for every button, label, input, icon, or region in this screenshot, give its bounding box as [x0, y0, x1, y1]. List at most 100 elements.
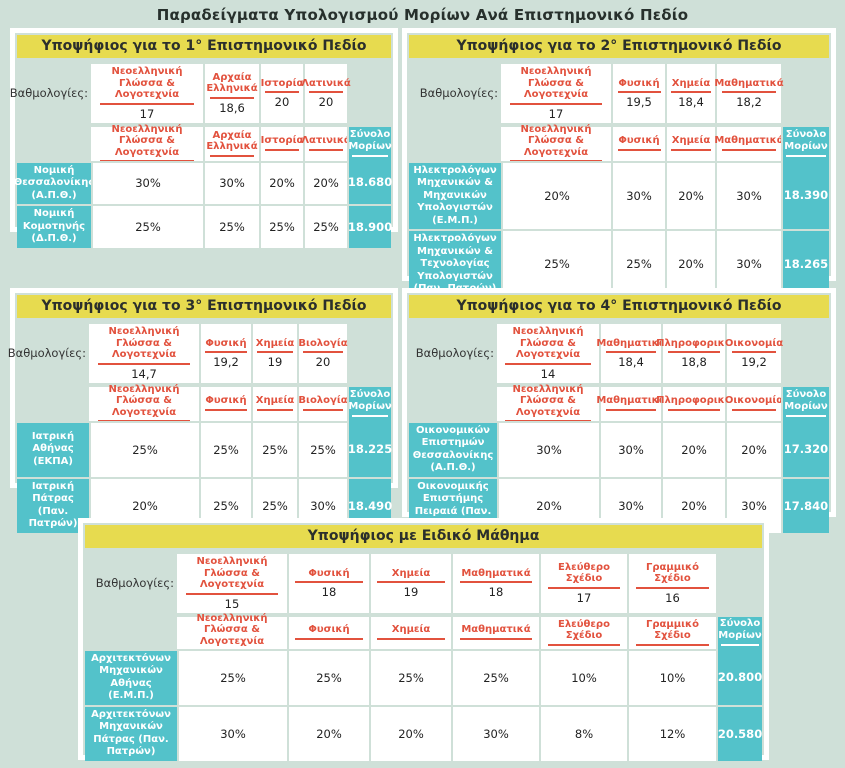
column-header: Βιολογία: [297, 386, 348, 421]
underline: [668, 408, 720, 411]
column-header: Μαθηματικά: [596, 386, 666, 421]
spacer: [17, 387, 89, 421]
spacer: [347, 64, 391, 123]
weight-cell: 30%: [611, 160, 665, 229]
grade-value: 14: [540, 366, 556, 381]
column-header: Νεοελληνική Γλώσσα & Λογοτεχνία: [497, 383, 599, 423]
total-header: Σύνολο Μορίων: [716, 616, 762, 649]
spacer: [409, 387, 497, 421]
grade-cell: Νεοελληνική Γλώσσα & Λογοτεχνία 17: [501, 64, 611, 123]
underline: [505, 362, 591, 365]
subject-name: Νεοελληνική Γλώσσα & Λογοτεχνία: [111, 66, 183, 100]
weight-cell: 30%: [497, 420, 599, 477]
grade-cell: Λατινικά 20: [301, 64, 351, 123]
weight-cell: 20%: [501, 160, 611, 229]
grade-value: 18: [488, 585, 504, 599]
underline: [617, 91, 661, 93]
subject-name: Ελεύθερο Σχέδιο: [558, 618, 610, 642]
grade-cell: Χημεία 18,4: [665, 64, 715, 123]
column-header: Ελεύθερο Σχέδιο: [539, 616, 627, 649]
grade-cell: Γραμμικό Σχέδιο 16: [627, 554, 716, 613]
column-header: Φυσική: [199, 386, 251, 421]
weights-table: Νεοελληνική Γλώσσα & Λογοτεχνία Φυσική Χ…: [17, 384, 392, 533]
underline: [731, 351, 777, 353]
grades-strip: Βαθμολογίες: Νεοελληνική Γλώσσα & Λογοτε…: [85, 554, 762, 613]
total-header-label: Σύνολο Μορίων: [784, 389, 828, 412]
total-header: Σύνολο Μορίων: [347, 386, 392, 421]
column-header: Λατινικά: [301, 126, 351, 161]
total-cell: 17.320: [781, 420, 829, 477]
underline: [786, 415, 826, 417]
total-header-label: Σύνολο Μορίων: [718, 618, 762, 641]
underline: [635, 586, 710, 589]
total-cell: 18.900: [347, 204, 392, 248]
grade-cell: Βιολογία 20: [297, 324, 348, 383]
panel-field-1: Υποψήφιος για το 1° Επιστημονικό Πεδίο Β…: [10, 28, 398, 248]
weight-cell: 25%: [501, 229, 611, 298]
underline: [303, 408, 343, 411]
weight-cell: 20%: [661, 420, 725, 477]
grade-value: 19,2: [741, 355, 767, 369]
panel-field-4: Υποψήφιος για το 4° Επιστημονικό Πεδίο Β…: [402, 288, 836, 533]
grade-value: 19: [267, 355, 283, 369]
underline: [351, 155, 389, 157]
weight-cell: 30%: [715, 160, 781, 229]
underline: [509, 102, 603, 105]
subject-name: Χημεία: [391, 624, 431, 636]
underline: [295, 581, 363, 583]
grade-cell: Νεοελληνική Γλώσσα & Λογοτεχνία 14: [497, 324, 599, 383]
column-header: Μαθηματικά: [451, 616, 539, 649]
school-cell: Ιατρική Αθήνας (ΕΚΠΑ): [17, 420, 89, 477]
spacer: [347, 324, 391, 383]
spacer: [17, 127, 91, 161]
subject-name: Νεοελληνική Γλώσσα & Λογοτεχνία: [512, 383, 584, 418]
total-cell: 18.265: [781, 229, 829, 298]
spacer: [409, 127, 501, 161]
subject-name: Πληροφορική: [656, 395, 732, 407]
grade-value: 19,5: [626, 95, 652, 109]
grade-cell: Οικονομία 19,2: [725, 324, 783, 383]
grade-value: 18,2: [736, 95, 762, 109]
weight-cell: 20%: [303, 160, 347, 204]
spacer: [781, 324, 829, 383]
weight-cell: 30%: [451, 704, 539, 761]
subject-name: Οικονομία: [724, 395, 784, 407]
grades-strip: Βαθμολογίες: Νεοελληνική Γλώσσα & Λογοτε…: [409, 64, 829, 123]
grade-value: 19: [403, 585, 419, 599]
underline: [209, 96, 255, 99]
school-cell: Ηλεκτρολόγων Μηχανικών & Μηχανικών Υπολο…: [409, 160, 501, 229]
panel-field-4-title: Υποψήφιος για το 4° Επιστημονικό Πεδίο: [409, 295, 829, 318]
total-cell: 18.390: [781, 160, 829, 229]
total-cell: 20.580: [716, 704, 762, 761]
underline: [786, 155, 826, 157]
grade-value: 18,4: [678, 95, 704, 109]
total-header-label: Σύνολο Μορίων: [348, 129, 392, 152]
weight-cell: 30%: [599, 420, 661, 477]
column-header: Νεοελληνική Γλώσσα & Λογοτεχνία: [89, 384, 199, 423]
underline: [205, 408, 247, 411]
grade-cell: Χημεία 19: [251, 324, 297, 383]
underline: [351, 415, 389, 417]
underline: [547, 643, 621, 646]
total-header-label: Σύνολο Μορίων: [348, 389, 392, 412]
weight-cell: 30%: [91, 160, 203, 204]
subject-name: Νεοελληνική Γλώσσα & Λογοτεχνία: [520, 123, 592, 158]
underline: [377, 637, 445, 640]
spacer: [85, 617, 177, 649]
underline: [459, 637, 533, 640]
weight-cell: 25%: [89, 420, 199, 477]
grade-value: 20: [315, 355, 331, 369]
weights-table: Νεοελληνική Γλώσσα & Λογοτεχνία Φυσική Χ…: [85, 613, 762, 761]
spacer: [716, 554, 762, 613]
subject-name: Νεοελληνική Γλώσσα & Λογοτεχνία: [196, 556, 268, 590]
school-cell: Ιατρική Πάτρας (Παν. Πατρών): [17, 476, 89, 533]
grade-value: 20: [274, 95, 290, 109]
total-header: Σύνολο Μορίων: [347, 126, 392, 161]
grade-value: 17: [548, 106, 564, 121]
subject-name: Μαθηματικά: [714, 77, 784, 89]
grades-label: Βαθμολογίες:: [415, 346, 494, 361]
column-header: Φυσική: [287, 616, 369, 649]
panel-field-2-title: Υποψήφιος για το 2° Επιστημονικό Πεδίο: [409, 35, 829, 58]
subject-name: Βιολογία: [298, 337, 348, 349]
underline: [671, 148, 711, 151]
